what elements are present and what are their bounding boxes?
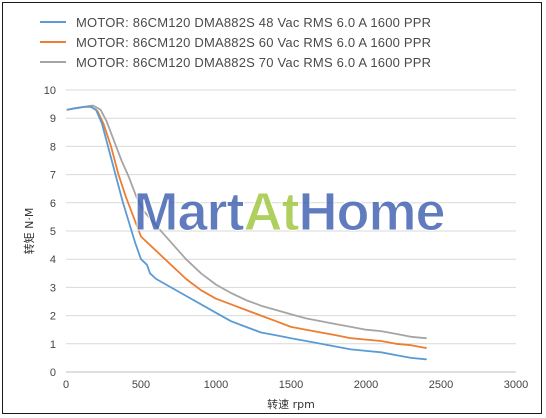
watermark: MartAtHome [133, 182, 444, 242]
x-tick-label: 1500 [279, 379, 303, 391]
watermark-part: At [244, 182, 300, 242]
y-tick-label: 4 [50, 254, 56, 266]
legend-label: MOTOR: 86CM120 DMA882S 70 Vac RMS 6.0 A … [76, 55, 431, 70]
y-tick-label: 10 [44, 85, 56, 97]
y-tick-label: 1 [50, 339, 56, 351]
series-line-1 [66, 105, 427, 361]
y-axis-ticks: 0 1 2 3 4 5 6 7 8 9 10 [44, 85, 56, 379]
x-tick-label: 2000 [354, 379, 378, 391]
series-line-2 [66, 106, 427, 349]
x-tick-label: 3000 [504, 379, 528, 391]
y-tick-label: 2 [50, 311, 56, 323]
x-axis-ticks: 0 500 1000 1500 2000 2500 3000 [63, 379, 528, 391]
watermark-part: Mart [133, 182, 244, 242]
series-lines [66, 104, 427, 361]
x-tick-label: 500 [132, 379, 150, 391]
legend-label: MOTOR: 86CM120 DMA882S 60 Vac RMS 6.0 A … [76, 35, 431, 50]
y-tick-label: 3 [50, 282, 56, 294]
y-tick-label: 9 [50, 113, 56, 125]
legend: MOTOR: 86CM120 DMA882S 48 Vac RMS 6.0 A … [40, 15, 431, 70]
x-axis-title: 转速 rpm [267, 397, 315, 411]
watermark-part: Home [298, 182, 444, 242]
x-tick-label: 0 [63, 379, 69, 391]
y-axis-title: 转矩 N·M [22, 208, 36, 255]
x-tick-label: 1000 [204, 379, 228, 391]
series-line-3 [66, 104, 427, 340]
chart-frame [2, 2, 542, 414]
y-tick-label: 0 [50, 367, 56, 379]
y-tick-label: 7 [50, 170, 56, 182]
y-tick-label: 5 [50, 226, 56, 238]
legend-label: MOTOR: 86CM120 DMA882S 48 Vac RMS 6.0 A … [76, 15, 431, 30]
y-tick-label: 8 [50, 141, 56, 153]
y-tick-label: 6 [50, 198, 56, 210]
x-tick-label: 2500 [429, 379, 453, 391]
gridlines [66, 89, 516, 373]
